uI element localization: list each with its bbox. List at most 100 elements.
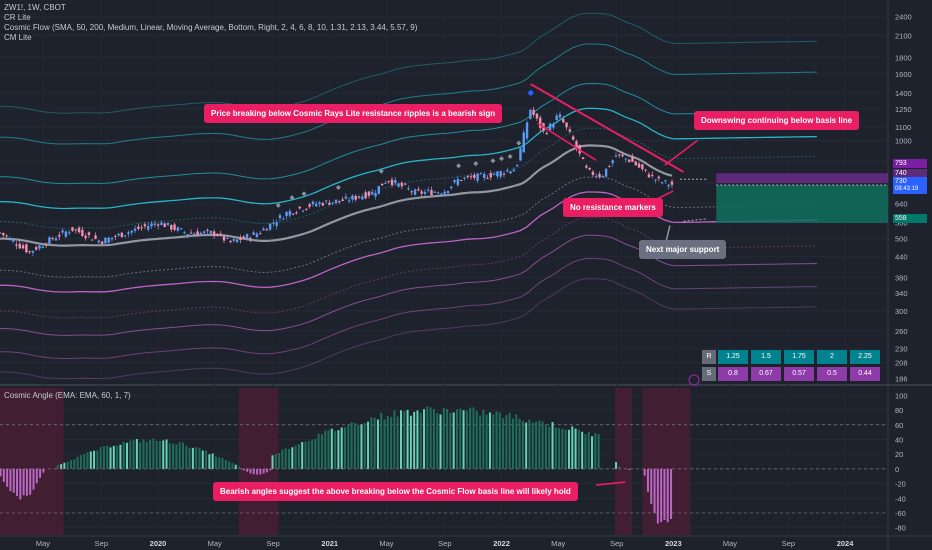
candle-body (591, 171, 595, 175)
cosmic-angle-legend[interactable]: Cosmic Angle (EMA: EMA, 60, 1, 7) (4, 391, 131, 400)
histogram-bar (330, 428, 333, 469)
histogram-bar (452, 412, 455, 469)
histogram-bar (646, 468, 649, 492)
histogram-bar (564, 429, 567, 469)
candle-body (486, 178, 489, 180)
candle-body (364, 192, 367, 199)
candle-body (265, 229, 269, 231)
histogram-bar (89, 451, 92, 469)
indicator-cosmic-flow-legend[interactable]: Cosmic Flow (SMA, 50, 200, Medium, Linea… (4, 23, 418, 32)
candle-body (48, 237, 51, 244)
indicator-cr-lite-legend[interactable]: CR Lite (4, 13, 31, 22)
candle-body (278, 215, 282, 219)
histogram-bar (294, 445, 297, 469)
candle-body (140, 227, 143, 229)
histogram-bar (135, 439, 138, 469)
histogram-bar (367, 421, 370, 469)
candle-body (502, 173, 506, 175)
histogram-bar (515, 414, 518, 469)
histogram-bar (656, 468, 659, 524)
osc-tick-label: -60 (895, 509, 906, 518)
candle-body (575, 141, 578, 148)
histogram-bar (278, 453, 281, 469)
candle-body (301, 210, 305, 212)
histogram-bar (334, 431, 337, 469)
candle-body (127, 232, 130, 234)
candle-body (390, 179, 394, 186)
candle-body (664, 180, 667, 182)
histogram-bar (9, 468, 12, 492)
osc-tick-label: 80 (895, 406, 903, 415)
histogram-bar (178, 442, 181, 469)
candle-body (255, 233, 259, 237)
candle-body (430, 190, 433, 196)
time-tick-label: May (723, 539, 737, 548)
candle-body (193, 233, 196, 235)
histogram-bar (413, 411, 416, 469)
bearish-highlight-band (614, 388, 633, 535)
histogram-bar (567, 429, 570, 469)
projection-box-top (716, 173, 888, 184)
candle-body (11, 240, 15, 242)
histogram-bar (597, 434, 600, 469)
candle-body (28, 251, 31, 253)
candle-body (35, 247, 38, 250)
candle-body (598, 173, 601, 177)
histogram-bar (79, 454, 82, 469)
candle-body (170, 225, 173, 230)
time-tick-label: Sep (95, 539, 108, 548)
histogram-bar (548, 426, 551, 469)
candle-body (25, 244, 28, 253)
histogram-bar (241, 468, 244, 469)
histogram-bar (221, 458, 224, 469)
candle-body (463, 177, 466, 179)
histogram-bar (383, 419, 386, 469)
price-tick-label: 2400 (895, 13, 912, 22)
candle-body (338, 200, 341, 202)
rs-s-cell: 0.67 (751, 367, 781, 381)
candle-body (585, 165, 588, 168)
histogram-bar (544, 424, 547, 469)
candle-body (120, 232, 124, 238)
indicator-cm-lite-legend[interactable]: CM Lite (4, 33, 32, 42)
histogram-bar (102, 446, 105, 469)
candle-body (133, 228, 137, 231)
candle-body (601, 175, 605, 177)
candle-body (446, 190, 450, 194)
candle-body (347, 200, 351, 202)
price-tick-label: 1400 (895, 89, 912, 98)
histogram-bar (284, 448, 287, 469)
candle-body (657, 176, 661, 179)
histogram-bar (574, 428, 577, 469)
candle-body (515, 165, 519, 167)
cosmic-flow-band (0, 12, 817, 114)
candle-body (71, 227, 74, 231)
histogram-bar (485, 414, 488, 469)
candle-body (581, 157, 585, 160)
cosmic-flow-band (0, 257, 817, 360)
histogram-bar (482, 409, 485, 469)
histogram-bar (525, 422, 528, 469)
candle-body (318, 202, 321, 204)
histogram-bar (237, 466, 240, 469)
price-tick-label: 340 (895, 289, 908, 298)
histogram-bar (132, 439, 135, 469)
histogram-bar (304, 441, 307, 469)
symbol-legend[interactable]: ZW1!, 1W, CBOT (4, 3, 66, 12)
rs-r-cell: 1.25 (718, 350, 748, 364)
histogram-bar (386, 416, 389, 469)
histogram-bar (538, 420, 541, 469)
candle-body (539, 117, 542, 128)
histogram-bar (511, 418, 514, 469)
histogram-bar (324, 430, 327, 469)
callout-arrow (664, 139, 698, 166)
rs-s-cell: 0.5 (817, 367, 847, 381)
candle-body (77, 227, 81, 233)
candle-body (123, 235, 127, 237)
candle-body (226, 238, 229, 240)
histogram-bar (246, 468, 249, 472)
candle-body (384, 182, 387, 184)
histogram-bar (317, 433, 320, 469)
candle-body (631, 156, 634, 162)
